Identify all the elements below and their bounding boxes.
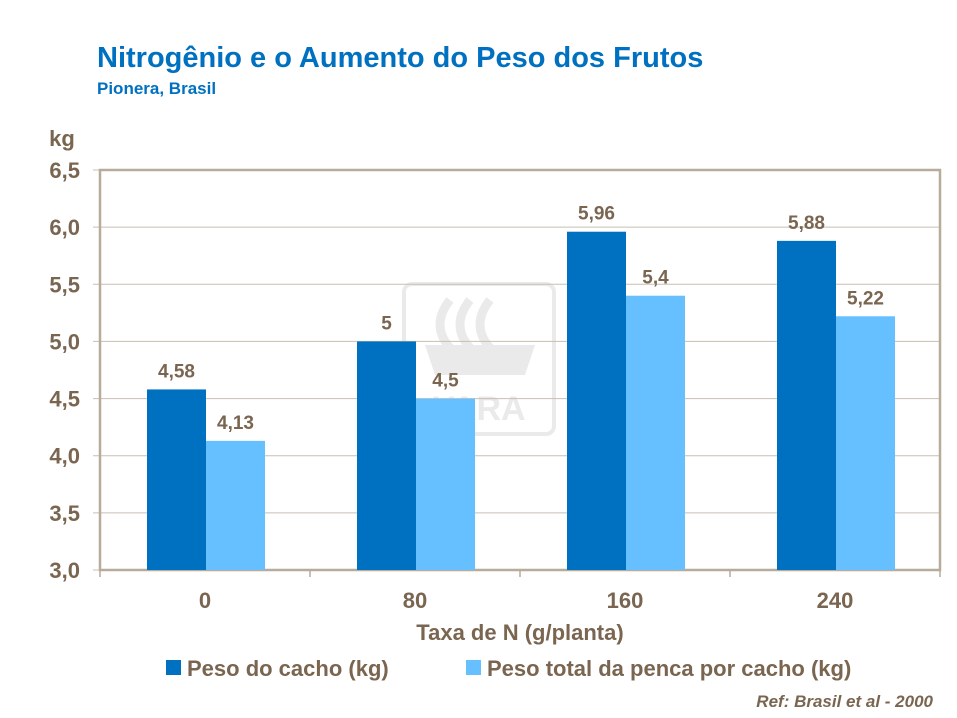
y-tick-label: 4,0 [49,444,80,469]
bar-cacho [147,389,206,570]
y-tick-label: 4,5 [49,387,80,412]
chart-subtitle: Pionera, Brasil [97,79,217,98]
data-label: 4,58 [158,361,195,382]
legend-label: Peso total da penca por cacho (kg) [487,656,851,681]
y-tick-label: 3,0 [49,558,80,583]
bar-cacho [777,240,836,570]
y-tick-label: 6,0 [49,215,80,240]
bar-penca [416,398,475,570]
bar-cacho [567,231,626,570]
x-axis-label: Taxa de N (g/planta) [416,620,623,645]
legend-swatch [166,660,181,675]
x-tick-label: 0 [199,588,211,613]
data-label: 4,13 [217,413,254,434]
y-tick-label: 5,0 [49,329,80,354]
data-label: 5,4 [642,268,669,289]
x-tick-label: 160 [607,588,644,613]
x-tick-label: 80 [403,588,427,613]
reference-note: Ref: Brasil et al - 2000 [756,692,933,711]
bar-cacho [357,341,416,570]
data-label: 5,22 [847,288,884,309]
y-tick-label: 6,5 [49,158,80,183]
y-tick-label: 3,5 [49,501,80,526]
legend-label: Peso do cacho (kg) [187,656,389,681]
y-axis-label: kg [49,126,75,151]
chart-title: Nitrogênio e o Aumento do Peso dos Fruto… [97,42,704,74]
y-tick-label: 5,5 [49,272,80,297]
bar-penca [206,440,265,570]
x-tick-label: 240 [817,588,854,613]
legend-swatch [466,660,481,675]
data-label: 5,96 [578,204,615,225]
bar-penca [626,295,685,570]
data-label: 5 [381,313,392,334]
data-label: 4,5 [432,371,459,392]
data-label: 5,88 [788,213,825,234]
bar-penca [836,316,895,570]
